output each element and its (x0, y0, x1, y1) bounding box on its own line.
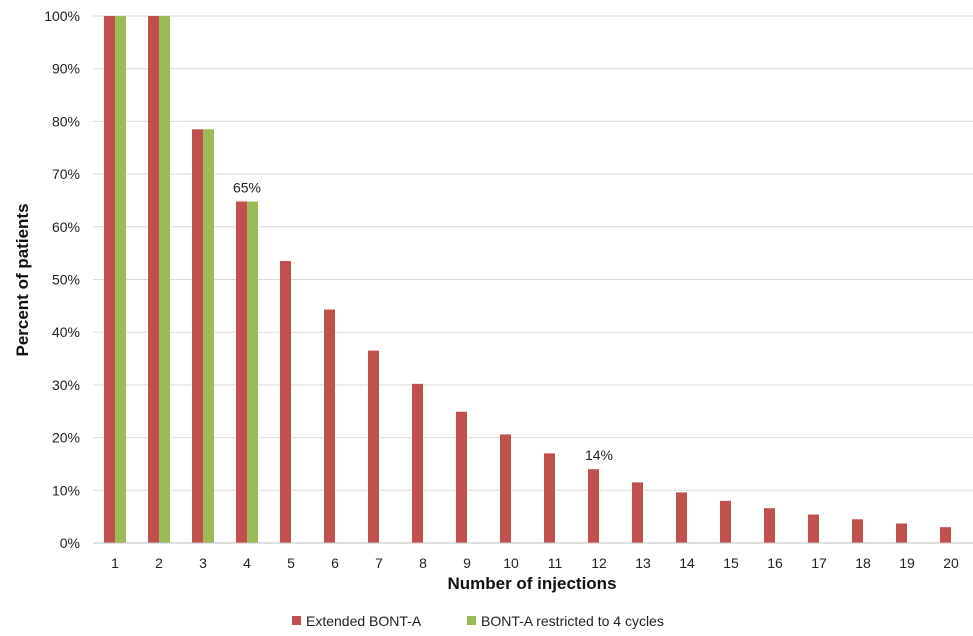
bar-extended-20 (940, 527, 951, 543)
legend-swatch (467, 616, 476, 625)
data-labels: 65% 14% (233, 180, 613, 464)
x-tick-label: 12 (591, 555, 607, 571)
bar-extended-9 (456, 411, 467, 543)
bar-extended-16 (764, 508, 775, 543)
x-tick-label: 10 (503, 555, 519, 571)
x-tick-label: 11 (548, 555, 563, 571)
y-tick-label: 100% (44, 8, 80, 24)
y-axis-title: Percent of patients (13, 203, 32, 356)
bar-extended-11 (544, 453, 555, 543)
bar-extended-8 (412, 383, 423, 543)
bar-extended-13 (632, 482, 643, 543)
bar-extended-7 (368, 350, 379, 543)
bar-extended-10 (500, 434, 511, 543)
x-tick-label: 20 (943, 555, 959, 571)
legend-swatch (292, 616, 301, 625)
x-tick-label: 5 (287, 555, 295, 571)
y-tick-label: 10% (52, 482, 80, 498)
x-tick-label: 18 (855, 555, 871, 571)
x-tick-label: 7 (375, 555, 383, 571)
bar-restricted-4 (247, 201, 258, 543)
bar-restricted-1 (115, 16, 126, 543)
x-tick-label: 2 (155, 555, 163, 571)
y-tick-label: 20% (52, 430, 80, 446)
x-tick-label: 4 (243, 555, 251, 571)
x-tick-label: 17 (811, 555, 827, 571)
data-label: 14% (585, 447, 613, 463)
y-tick-labels: 0% 10% 20% 30% 40% 50% 60% 70% 80% 90% 100% (44, 8, 80, 551)
y-tick-label: 40% (52, 324, 80, 340)
y-tick-label: 90% (52, 61, 80, 77)
gridlines (93, 15, 973, 491)
bar-extended-1 (104, 16, 115, 543)
bar-extended-14 (676, 492, 687, 543)
x-axis-title: Number of injections (447, 574, 616, 593)
legend-label: BONT-A restricted to 4 cycles (481, 613, 664, 629)
x-tick-label: 16 (767, 555, 783, 571)
legend: Extended BONT-A BONT-A restricted to 4 cy… (292, 613, 664, 629)
x-tick-label: 14 (679, 555, 695, 571)
bar-extended-17 (808, 514, 819, 543)
x-tick-label: 3 (199, 555, 207, 571)
x-tick-label: 1 (111, 555, 119, 571)
bar-extended-15 (720, 500, 731, 543)
x-tick-label: 15 (723, 555, 739, 571)
bar-extended-3 (192, 129, 203, 543)
x-tick-label: 13 (635, 555, 651, 571)
y-tick-label: 80% (52, 113, 80, 129)
y-tick-label: 50% (52, 272, 80, 288)
bars (104, 16, 951, 543)
bar-extended-4 (236, 201, 247, 543)
bar-extended-18 (852, 519, 863, 543)
y-tick-label: 70% (52, 166, 80, 182)
x-tick-label: 19 (899, 555, 915, 571)
x-tick-label: 8 (419, 555, 427, 571)
data-label: 65% (233, 180, 261, 196)
x-tick-label: 9 (463, 555, 471, 571)
y-tick-label: 60% (52, 219, 80, 235)
bar-extended-5 (280, 261, 291, 543)
bar-extended-19 (896, 523, 907, 543)
y-tick-label: 30% (52, 377, 80, 393)
bar-restricted-3 (203, 129, 214, 543)
x-tick-labels: 1 2 3 4 5 6 7 8 9 10 11 12 13 14 15 16 17 18 19 20 (111, 555, 959, 571)
legend-label: Extended BONT-A (306, 613, 422, 629)
y-tick-label: 0% (60, 535, 80, 551)
bar-extended-2 (148, 16, 159, 543)
x-tick-label: 6 (331, 555, 339, 571)
bar-extended-6 (324, 309, 335, 543)
bar-restricted-2 (159, 16, 170, 543)
bar-extended-12 (588, 469, 599, 543)
